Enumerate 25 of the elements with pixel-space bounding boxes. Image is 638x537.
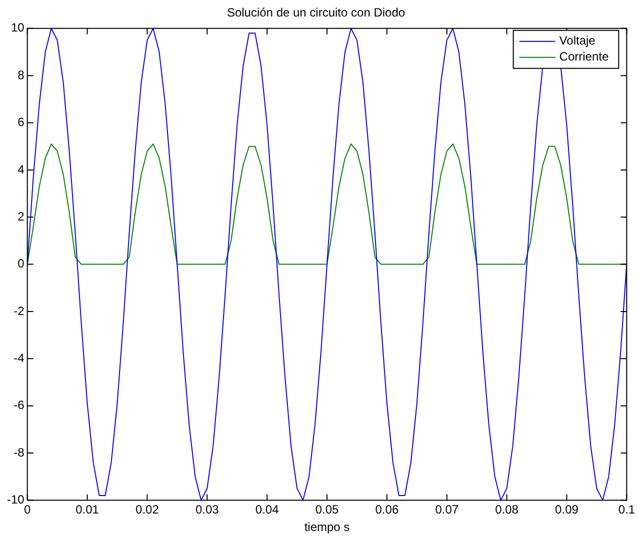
x-tick-label: 0.07: [435, 502, 459, 517]
x-tick-label: 0.05: [315, 502, 340, 517]
legend-label: Corriente: [559, 50, 609, 64]
x-tick-label: 0.08: [495, 502, 519, 517]
chart-title: Solución de un circuito con Diodo: [226, 6, 406, 20]
y-tick-label: -8: [14, 445, 25, 460]
y-tick-label: 8: [18, 68, 25, 82]
x-tick-label: 0.09: [555, 502, 579, 517]
x-axis-title: tiempo s: [304, 520, 350, 534]
y-tick-label: 0: [18, 256, 25, 271]
y-tick-label: -10: [7, 492, 25, 507]
y-tick-label: -4: [14, 350, 25, 365]
x-tick-label: 0.02: [136, 502, 160, 517]
legend-label: Voltaje: [559, 34, 596, 48]
x-tick-label: 0.04: [255, 502, 280, 517]
y-tick-label: -6: [14, 398, 25, 412]
y-tick-label: 10: [10, 20, 25, 35]
y-tick-label: 6: [18, 115, 25, 130]
x-tick-label: 0.01: [76, 502, 100, 517]
x-tick-label: 0.03: [195, 502, 220, 517]
y-tick-label: 2: [18, 209, 25, 224]
x-tick-label: 0.06: [375, 502, 399, 517]
x-tick-label: 0.1: [618, 502, 636, 517]
y-tick-label: 4: [18, 162, 25, 176]
y-tick-label: -2: [14, 304, 25, 318]
